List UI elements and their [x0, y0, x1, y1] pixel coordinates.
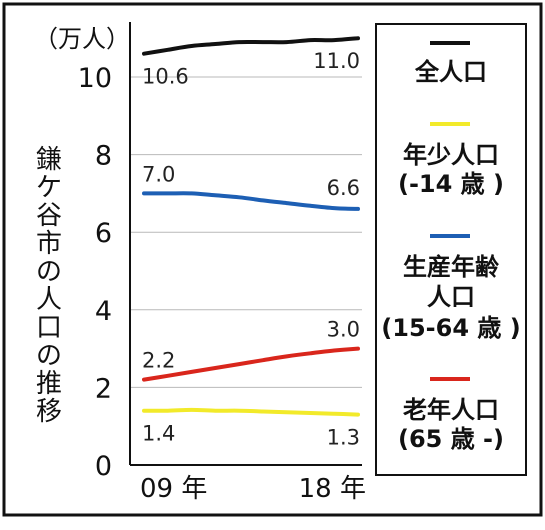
x-tick-1: 18 年 — [299, 474, 366, 504]
data-label-3-0: 2.2 — [142, 349, 175, 373]
data-label-3-1: 3.0 — [327, 318, 360, 342]
y-tick-0: 0 — [95, 451, 112, 482]
legend-label-0: 全人口 — [414, 58, 487, 86]
legend-box — [375, 23, 527, 476]
x-tick-labels: 09 年 18 年 — [140, 474, 366, 504]
y-tick-10: 10 — [78, 63, 112, 94]
legend-label-2: 生産年齢人口(15-64 歳 ) — [381, 253, 520, 342]
legend-label-1: 年少人口(-14 歳 ) — [398, 141, 504, 198]
data-label-2-1: 6.6 — [327, 176, 360, 200]
axes — [129, 22, 362, 466]
y-tick-8: 8 — [95, 141, 112, 172]
legend-label-3: 老年人口(65 歳 -) — [398, 396, 504, 453]
y-tick-2: 2 — [95, 373, 112, 404]
y-unit-label: （万人） — [34, 25, 130, 53]
y-tick-6: 6 — [95, 218, 112, 249]
series-line-0 — [142, 36, 360, 56]
series-lines — [142, 36, 360, 417]
data-labels: 10.6 11.0 1.4 1.3 7.0 6.6 2.2 3.0 — [142, 49, 360, 449]
data-label-0-0: 10.6 — [142, 65, 189, 89]
series-line-3 — [142, 346, 360, 382]
series-line-2 — [142, 191, 360, 211]
data-label-0-1: 11.0 — [313, 49, 360, 73]
y-tick-labels: 0 2 4 6 8 10 — [78, 63, 112, 482]
data-label-1-1: 1.3 — [327, 426, 360, 450]
grid-lines — [130, 76, 362, 388]
x-tick-0: 09 年 — [140, 474, 207, 504]
y-tick-4: 4 — [95, 296, 112, 327]
series-line-1 — [142, 407, 360, 417]
y-axis-label: 鎌ケ谷市の人口の推移 — [36, 145, 62, 427]
data-label-2-0: 7.0 — [142, 162, 175, 186]
data-label-1-0: 1.4 — [142, 422, 175, 446]
